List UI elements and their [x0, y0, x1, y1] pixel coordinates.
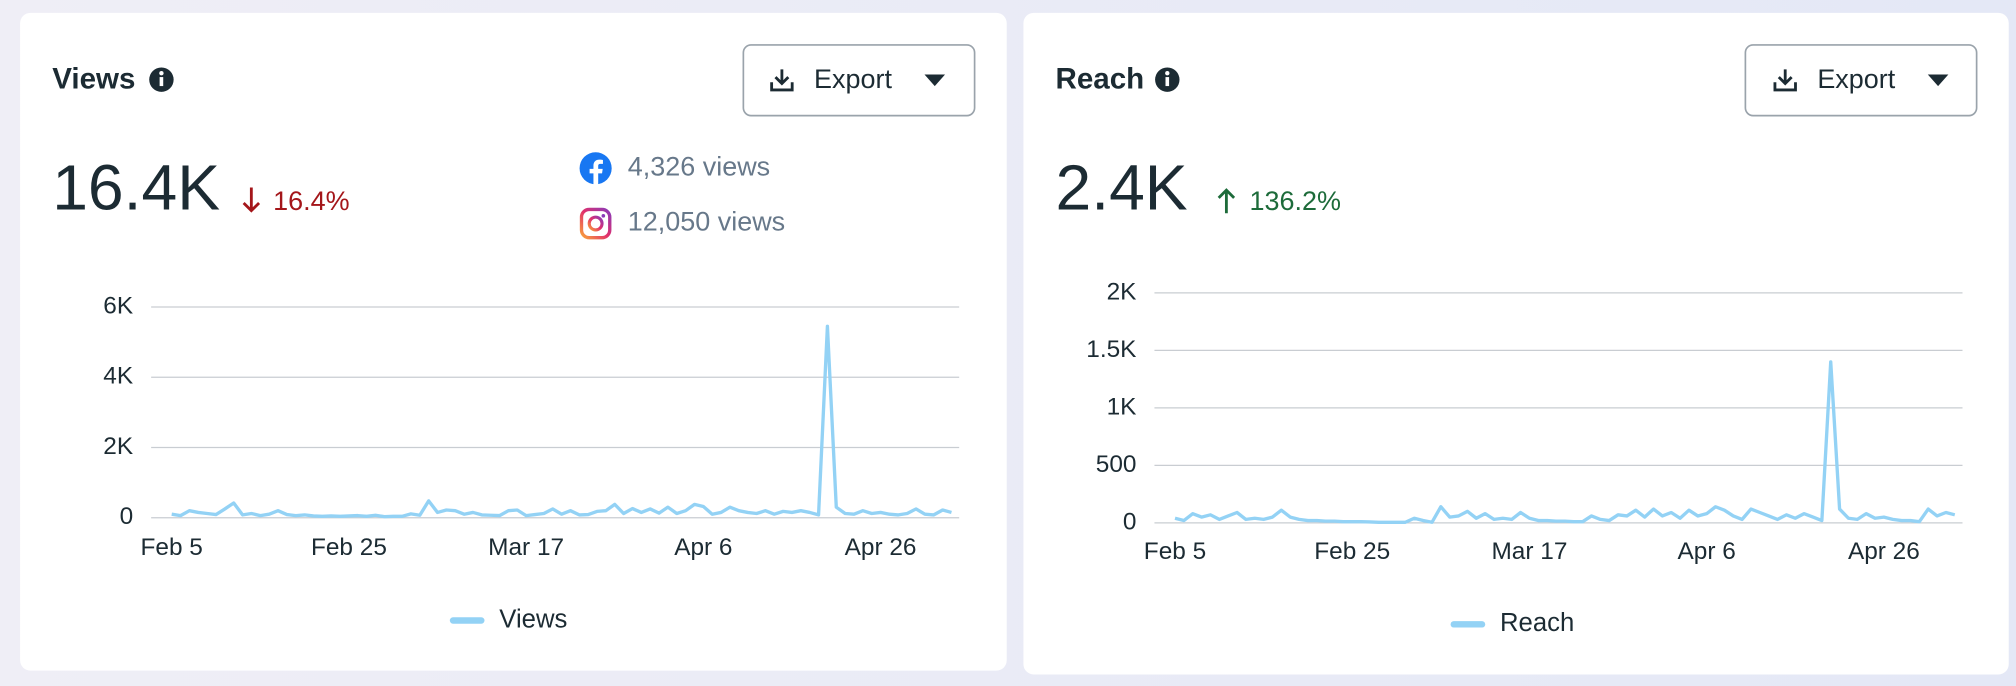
total-value: 16.4K	[52, 152, 220, 224]
y-tick-label: 1K	[1107, 393, 1137, 420]
down-arrow	[242, 187, 261, 213]
card-title: Reach	[1056, 63, 1145, 96]
y-tick-label: 0	[120, 503, 134, 530]
card	[20, 12, 1007, 671]
line-series	[171, 324, 952, 519]
change: 16.4%	[273, 186, 349, 216]
button-label: Export	[814, 64, 892, 94]
card-title: Views	[52, 63, 135, 96]
info-icon[interactable]	[149, 67, 174, 92]
x-tick-label: Feb 25	[311, 534, 387, 561]
line-series	[1174, 360, 1956, 524]
legend-label: Reach	[1500, 609, 1574, 637]
info-icon[interactable]	[1155, 67, 1180, 92]
instagram-icon	[579, 207, 612, 240]
x-tick-label: Apr 26	[845, 534, 917, 561]
card	[1023, 12, 2009, 675]
x-tick-label: Feb 25	[1314, 538, 1390, 565]
y-tick-label: 2K	[103, 433, 133, 460]
x-tick-label: Apr 6	[1678, 538, 1736, 565]
y-tick-label: 2K	[1107, 278, 1137, 305]
x-tick-label: Apr 6	[674, 534, 732, 561]
up-arrow	[1217, 188, 1236, 214]
legend-label: Views	[499, 605, 567, 633]
breakdown: 4,326 views	[628, 151, 770, 181]
y-tick-label: 4K	[103, 363, 133, 390]
x-tick-label: Feb 5	[1144, 538, 1206, 565]
export-button[interactable]: Export	[1744, 44, 1978, 117]
y-tick-label: 500	[1096, 451, 1137, 478]
breakdown: 12,050 views	[628, 207, 785, 237]
x-tick-label: Feb 5	[141, 534, 203, 561]
export-button[interactable]: Export	[742, 44, 976, 117]
total-value: 2.4K	[1056, 152, 1188, 224]
y-tick-label: 6K	[103, 292, 133, 319]
button-label: Export	[1817, 64, 1895, 94]
y-tick-label: 1.5K	[1086, 336, 1136, 363]
x-tick-label: Mar 17	[1491, 538, 1567, 565]
x-tick-label: Apr 26	[1848, 538, 1920, 565]
change: 136.2%	[1250, 186, 1341, 216]
x-tick-label: Mar 17	[488, 534, 564, 561]
y-tick-label: 0	[1123, 508, 1137, 535]
facebook-icon	[579, 152, 612, 185]
